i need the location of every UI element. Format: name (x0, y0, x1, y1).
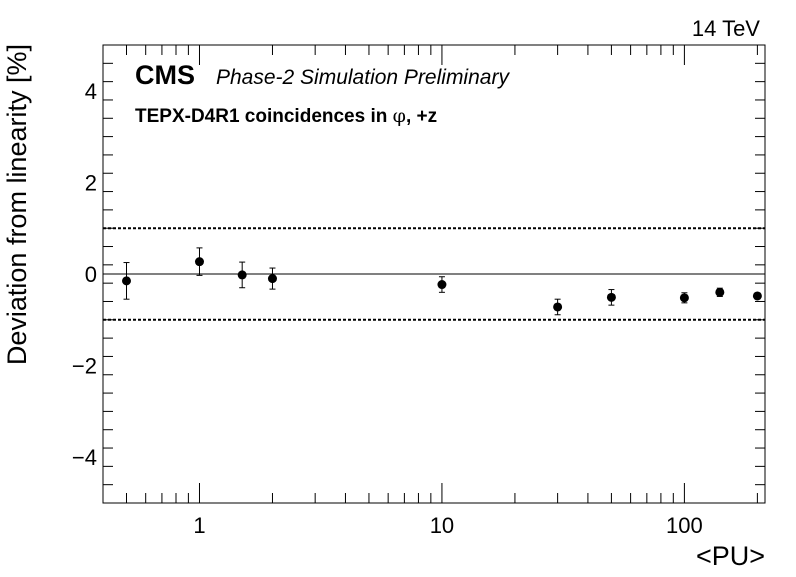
x-tick-label: 100 (666, 513, 703, 538)
x-axis-title: <PU> (696, 541, 765, 571)
reference-lines (103, 227, 765, 321)
marker (194, 257, 204, 267)
data-point (237, 261, 247, 289)
data-point (267, 267, 277, 290)
plot-label-suffix: , +z (406, 106, 437, 127)
marker (715, 287, 725, 297)
data-point (194, 247, 204, 276)
subtitle-label: Phase-2 Simulation Preliminary (216, 66, 510, 89)
data-point (437, 276, 447, 293)
data-point (715, 287, 725, 297)
plot-label: TEPX-D4R1 coincidences in φ, +z (135, 105, 437, 127)
data-point (121, 262, 131, 300)
marker (437, 280, 447, 290)
marker (679, 293, 689, 303)
plot-label-symbol: φ (393, 105, 406, 127)
x-tick-label: 10 (430, 513, 454, 538)
data-point (553, 298, 563, 316)
plot-frame (102, 44, 766, 504)
data-point (679, 292, 689, 304)
marker (606, 292, 616, 302)
y-axis-title: Deviation from linearity [%] (2, 44, 32, 365)
experiment-label: CMS (135, 60, 195, 90)
marker (267, 274, 277, 284)
data-point (752, 291, 762, 301)
x-tick-label: 1 (193, 513, 205, 538)
marker (752, 291, 762, 301)
marker (121, 276, 131, 286)
marker (553, 302, 563, 312)
y-tick-label: 2 (85, 170, 97, 195)
data-point (606, 289, 616, 306)
energy-label: 14 TeV (692, 16, 760, 41)
data-points (121, 247, 762, 316)
y-tick-label: −4 (72, 445, 97, 470)
plot-label-prefix: TEPX-D4R1 coincidences in (135, 106, 393, 127)
y-tick-label: 4 (85, 79, 97, 104)
y-tick-label: −2 (72, 354, 97, 379)
y-tick-label: 0 (85, 262, 97, 287)
marker (237, 270, 247, 280)
